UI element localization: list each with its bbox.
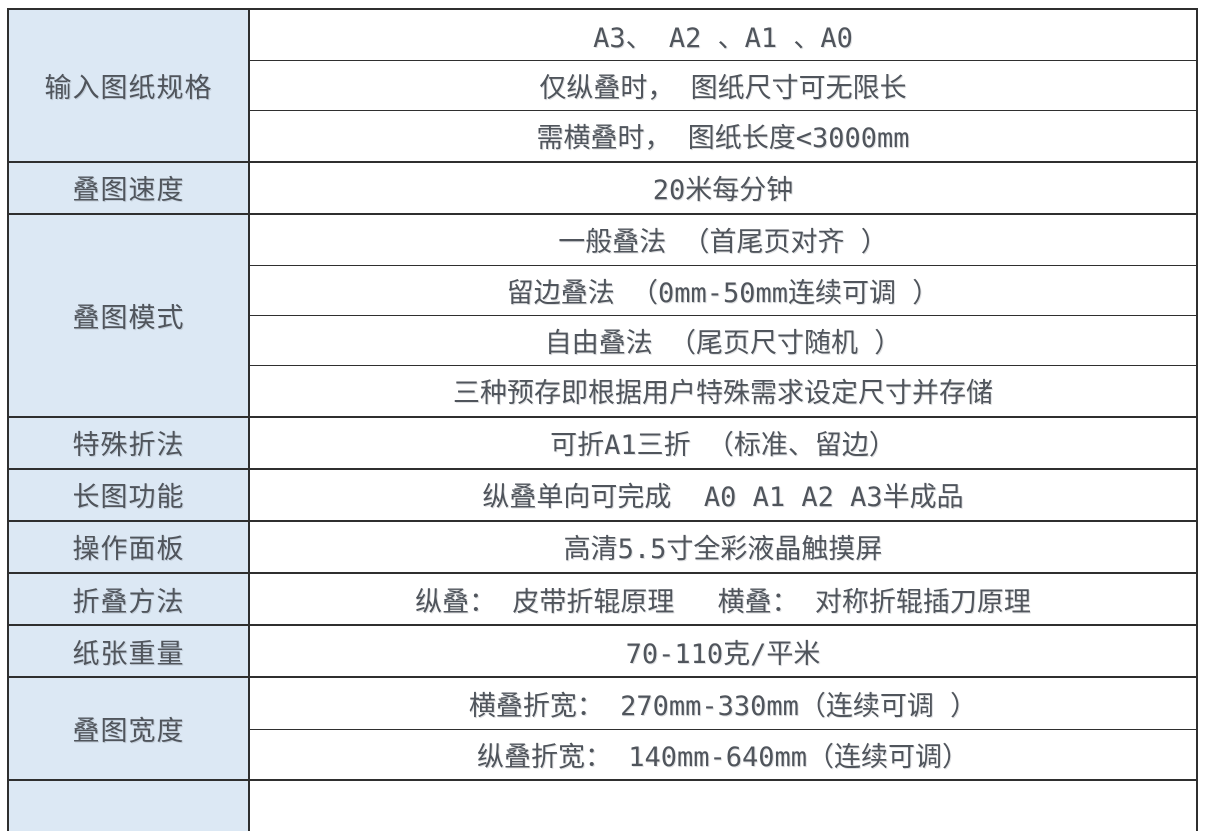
- row-label-cell: 特殊折法: [9, 417, 250, 468]
- row-values: 一般叠法 （首尾页对齐 ）留边叠法 （0mm-50mm连续可调 ）自由叠法 （尾…: [250, 214, 1196, 416]
- row-label-cell: 长图功能: [9, 469, 250, 520]
- row-values: 纵叠单向可完成 A0 A1 A2 A3半成品: [250, 469, 1196, 520]
- row-label-cell: 叠图宽度: [9, 678, 250, 779]
- row-label-cell: 操作面板: [9, 521, 250, 573]
- spec-row-group: 操作面板 高清5.5寸全彩液晶触摸屏: [9, 519, 1196, 573]
- row-values: A3、 A2 、A1 、A0 仅纵叠时， 图纸尺寸可无限长 需横叠时， 图纸长度<3…: [250, 10, 1196, 161]
- row-label-cell: [9, 780, 250, 831]
- spec-row-group: 纸张重量 70-110克/平米: [9, 624, 1196, 677]
- row-value: 自由叠法 （尾页尺寸随机 ）: [250, 315, 1196, 366]
- spec-row-group: 输入图纸规格 A3、 A2 、A1 、A0 仅纵叠时， 图纸尺寸可无限长 需横叠时， …: [9, 10, 1196, 161]
- row-values: 20米每分钟: [250, 162, 1196, 213]
- row-value: 需横叠时， 图纸长度<3000mm: [250, 110, 1196, 161]
- row-value: 纵叠折宽： 140mm-640mm（连续可调）: [250, 728, 1196, 779]
- row-values: 70-110克/平米: [250, 626, 1196, 677]
- row-label-cell: 折叠方法: [9, 574, 250, 625]
- row-label: 叠图宽度: [72, 716, 185, 748]
- row-value: 横叠折宽： 270mm-330mm（连续可调 ）: [250, 678, 1196, 729]
- row-value: A3、 A2 、A1 、A0: [250, 10, 1196, 61]
- row-label: 操作面板: [72, 534, 185, 566]
- spec-row-group: [9, 778, 1196, 831]
- row-values: 高清5.5寸全彩液晶触摸屏: [250, 521, 1196, 573]
- row-values: 可折A1三折 （标准、留边）: [250, 417, 1196, 468]
- row-label: 叠图速度: [72, 175, 185, 207]
- row-value: 70-110克/平米: [250, 626, 1196, 677]
- row-value: 纵叠： 皮带折辊原理 横叠： 对称折辊插刀原理: [250, 574, 1196, 625]
- spec-row-group: 折叠方法 纵叠： 皮带折辊原理 横叠： 对称折辊插刀原理: [9, 572, 1196, 625]
- row-values: [250, 780, 1196, 831]
- row-label: 输入图纸规格: [44, 72, 213, 104]
- row-value: [250, 780, 1196, 831]
- row-label-cell: 叠图速度: [9, 162, 250, 213]
- row-value: 仅纵叠时， 图纸尺寸可无限长: [250, 60, 1196, 111]
- row-value: 三种预存即根据用户特殊需求设定尺寸并存储: [250, 365, 1196, 416]
- row-values: 纵叠： 皮带折辊原理 横叠： 对称折辊插刀原理: [250, 574, 1196, 625]
- row-value: 高清5.5寸全彩液晶触摸屏: [250, 521, 1196, 573]
- row-label-cell: 输入图纸规格: [9, 10, 250, 161]
- row-label: 纸张重量: [72, 638, 185, 670]
- row-value: 一般叠法 （首尾页对齐 ）: [250, 214, 1196, 265]
- spec-row-group: 长图功能 纵叠单向可完成 A0 A1 A2 A3半成品: [9, 467, 1196, 520]
- row-value: 纵叠单向可完成 A0 A1 A2 A3半成品: [250, 469, 1196, 520]
- row-label: 长图功能: [72, 482, 185, 514]
- spec-row-group: 叠图速度 20米每分钟: [9, 160, 1196, 213]
- row-value: 可折A1三折 （标准、留边）: [250, 417, 1196, 468]
- row-label-cell: 叠图模式: [9, 214, 250, 416]
- spec-row-group: 叠图宽度 横叠折宽： 270mm-330mm（连续可调 ）纵叠折宽： 140mm-…: [9, 676, 1196, 779]
- row-values: 横叠折宽： 270mm-330mm（连续可调 ）纵叠折宽： 140mm-640m…: [250, 678, 1196, 779]
- spec-table: 输入图纸规格 A3、 A2 、A1 、A0 仅纵叠时， 图纸尺寸可无限长 需横叠时， …: [7, 8, 1198, 831]
- row-label: 特殊折法: [72, 430, 185, 462]
- row-label: 折叠方法: [72, 586, 185, 618]
- row-label: 叠图模式: [72, 302, 185, 334]
- row-label-cell: 纸张重量: [9, 626, 250, 677]
- spec-row-group: 叠图模式 一般叠法 （首尾页对齐 ）留边叠法 （0mm-50mm连续可调 ）自由叠…: [9, 212, 1196, 416]
- spec-row-group: 特殊折法 可折A1三折 （标准、留边）: [9, 415, 1196, 468]
- row-value: 20米每分钟: [250, 162, 1196, 213]
- row-value: 留边叠法 （0mm-50mm连续可调 ）: [250, 264, 1196, 316]
